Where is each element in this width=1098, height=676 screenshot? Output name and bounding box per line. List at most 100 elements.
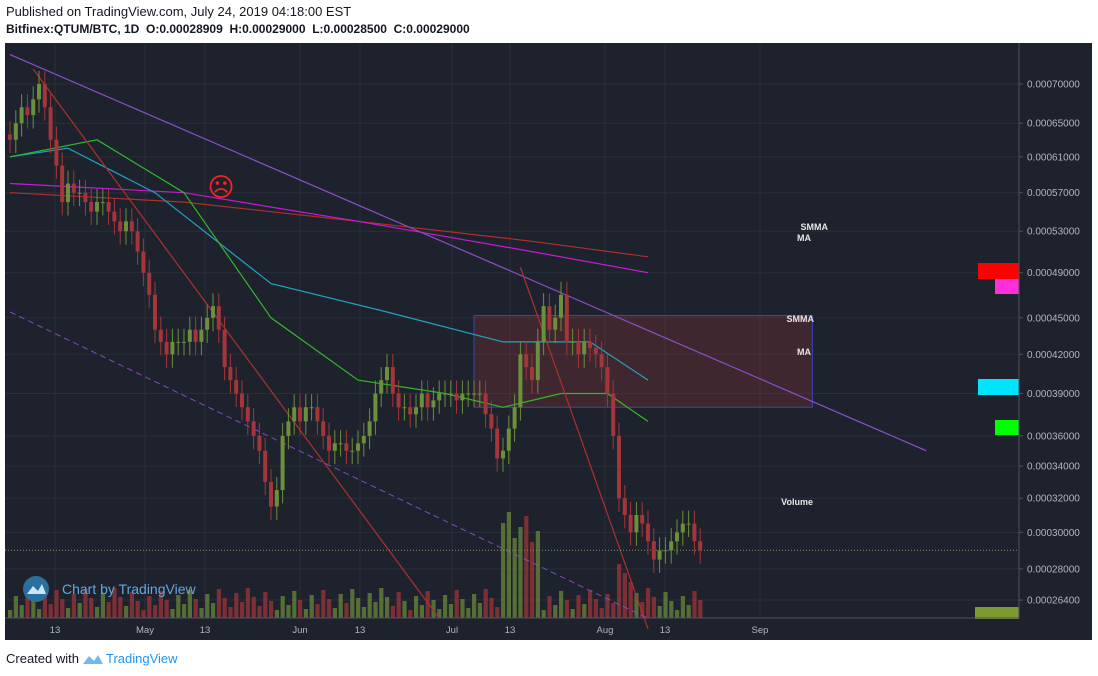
footer: Created with TradingView	[6, 651, 178, 666]
candle-body	[663, 550, 668, 552]
candle-body	[187, 329, 192, 342]
volume-bar	[396, 592, 401, 618]
candle-body	[669, 541, 674, 551]
volume-bar	[605, 594, 610, 618]
candle-body	[466, 393, 471, 395]
candle-body	[570, 341, 575, 343]
candle-body	[54, 139, 59, 166]
candle-body	[646, 523, 650, 542]
candle-body	[437, 393, 442, 401]
time-tick-label: Jul	[446, 625, 458, 636]
volume-bar	[599, 608, 604, 618]
volume-bar	[431, 600, 436, 618]
time-tick-label: 13	[660, 625, 671, 636]
volume-bar	[240, 602, 245, 618]
candle-body	[414, 407, 418, 415]
volume-bar	[651, 597, 656, 618]
price-tick-label: 0.00045000	[1027, 313, 1080, 324]
volume-bar	[443, 595, 448, 618]
volume-bar	[698, 600, 703, 618]
price-tick-label: 0.00065000	[1027, 119, 1080, 130]
candle-body	[373, 393, 378, 422]
candle-body	[42, 84, 47, 108]
volume-bar	[576, 595, 581, 618]
volume-bar	[680, 596, 685, 618]
trend-line-upper-violet	[9, 54, 927, 452]
volume-label: Volume	[781, 497, 813, 507]
volume-bar	[280, 596, 285, 618]
marker-magenta	[995, 279, 1020, 294]
candle-body	[280, 435, 285, 491]
volume-bar	[77, 603, 82, 618]
volume-bar	[60, 599, 65, 618]
volume-bar	[506, 512, 511, 618]
volume-bar	[686, 605, 691, 618]
created-with-text: Created with	[6, 651, 79, 666]
sad-face-icon: ☹	[207, 173, 234, 203]
candle-body	[448, 393, 453, 395]
volume-bar	[640, 602, 645, 618]
volume-bar	[402, 601, 407, 618]
volume-bar	[448, 604, 453, 618]
candle-body	[309, 407, 314, 409]
candle-body	[553, 317, 558, 330]
volume-bar	[193, 599, 198, 618]
open-label: O:	[146, 22, 160, 36]
candle-body	[425, 393, 430, 408]
volume-bar	[466, 608, 471, 618]
close-label: C:	[393, 22, 407, 36]
volume-bar	[454, 590, 459, 618]
volume-bar	[512, 538, 517, 618]
candle-body	[582, 341, 587, 355]
marker-red	[978, 263, 1020, 279]
close-value: 0.00029000	[406, 22, 470, 36]
candle-body	[182, 341, 186, 343]
candle-body	[298, 407, 302, 422]
price-tick-label: 0.00042000	[1027, 350, 1080, 361]
volume-bar	[524, 516, 529, 618]
tradingview-logo-icon	[82, 654, 103, 664]
price-tick-label: 0.00070000	[1027, 80, 1080, 91]
volume-bar	[315, 604, 320, 618]
time-tick-label: Jun	[292, 625, 307, 636]
time-tick-label: 13	[505, 625, 516, 636]
volume-bar	[385, 597, 390, 618]
candle-body	[66, 183, 70, 203]
volume-bar	[269, 601, 274, 618]
volume-bar	[257, 606, 262, 618]
candle-body	[675, 532, 679, 542]
volume-bar	[379, 588, 384, 618]
volume-bar	[112, 588, 117, 618]
volume-bar	[182, 604, 187, 618]
volume-bar	[83, 589, 88, 618]
volume-bar	[158, 591, 163, 618]
volume-bar	[582, 604, 587, 618]
volume-bar	[501, 523, 506, 618]
volume-bar	[106, 602, 111, 618]
volume-bar	[135, 601, 140, 618]
candle-body	[71, 183, 76, 193]
volume-bar	[356, 598, 361, 618]
symbol-ohlc-line: Bitfinex:QTUM/BTC, 1D O:0.00028909 H:0.0…	[6, 22, 470, 36]
candle-body	[129, 221, 134, 232]
marker-olive	[975, 607, 1020, 619]
tradingview-brand-link[interactable]: TradingView	[105, 651, 178, 666]
candle-body	[506, 428, 511, 451]
candle-body	[634, 515, 639, 533]
volume-bar	[124, 606, 129, 618]
volume-bar	[211, 603, 216, 618]
volume-bar	[344, 603, 349, 618]
volume-bar	[547, 596, 552, 618]
candle-body	[559, 294, 563, 318]
trend-line-dashed	[9, 311, 649, 619]
candle-body	[576, 341, 581, 355]
candle-body	[100, 202, 105, 204]
volume-bar	[390, 606, 395, 618]
high-label: H:	[229, 22, 243, 36]
volume-bar	[408, 610, 413, 618]
volume-bar	[42, 595, 47, 618]
volume-bar	[588, 590, 593, 618]
volume-bar	[570, 609, 575, 618]
chart-panel[interactable]: ☹ SMMA MA SMMA MA Volume Chart by TradingView …	[5, 43, 1092, 640]
